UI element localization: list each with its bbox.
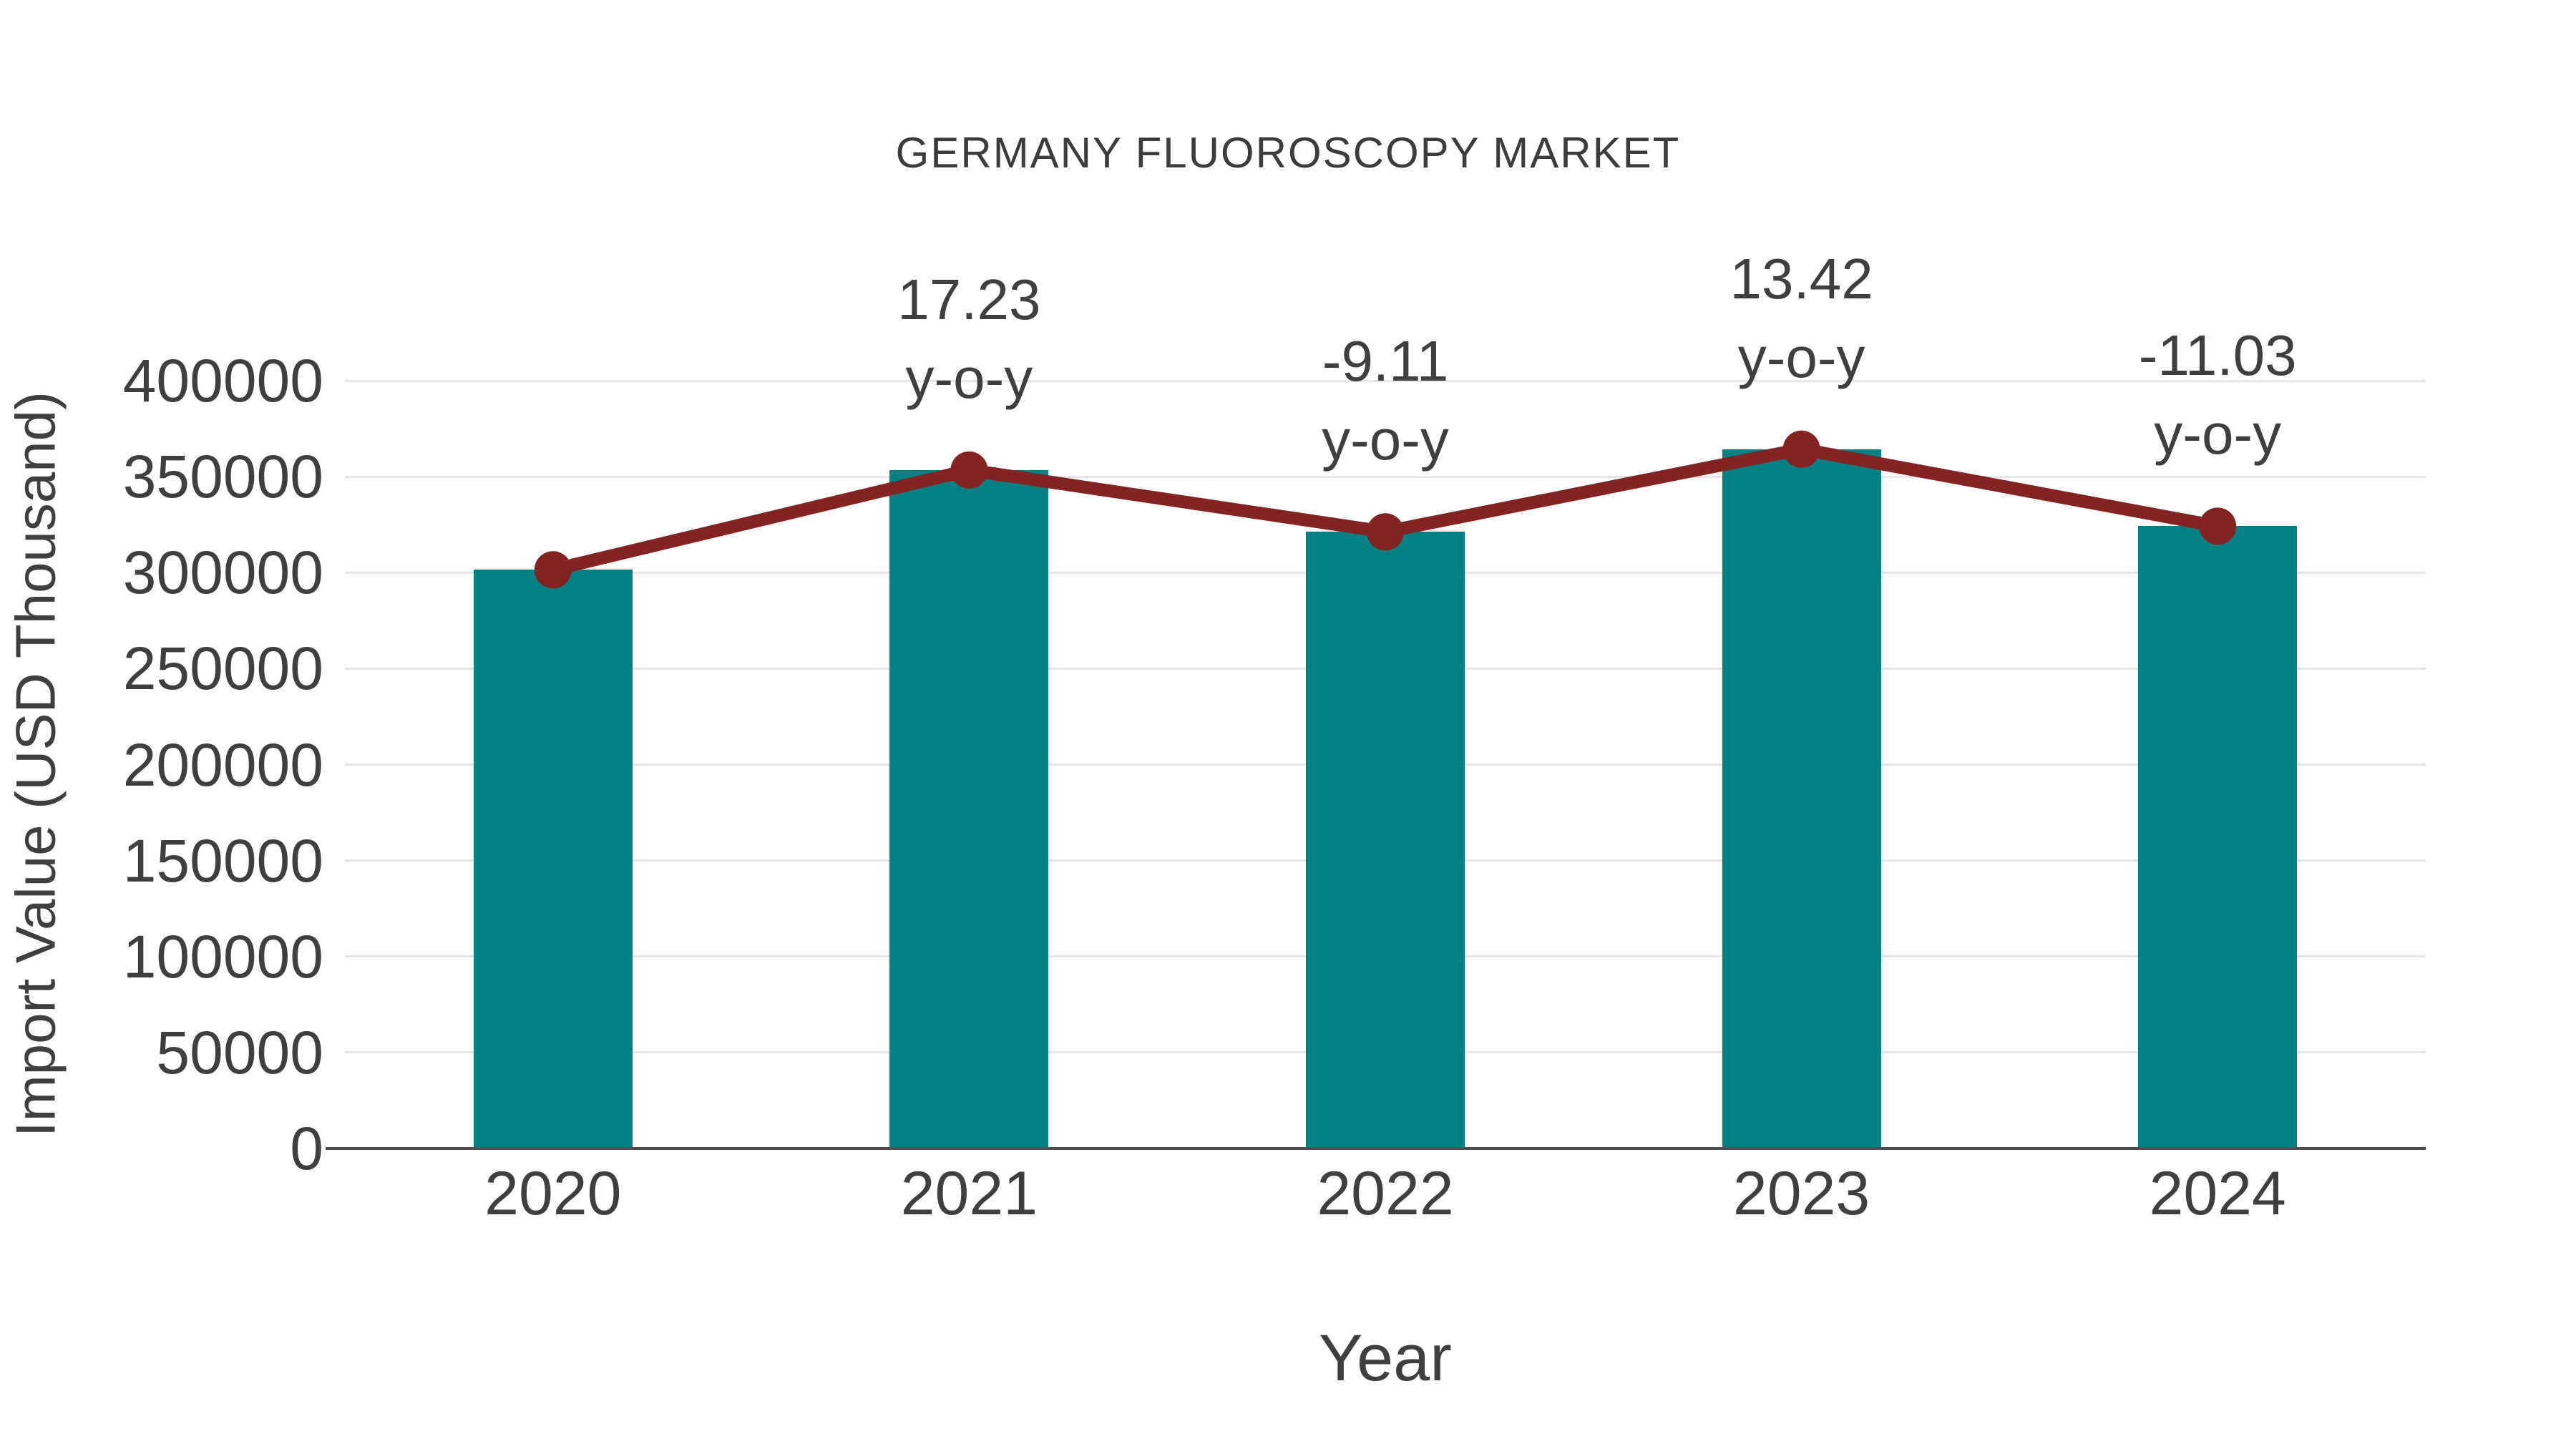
- annotation-2023-value: 13.42: [1729, 246, 1873, 311]
- y-tick-label-0: 0: [290, 1115, 323, 1182]
- annotation-2022-value: -9.11: [1322, 329, 1449, 394]
- gridline-350000: [345, 475, 2426, 478]
- marker-2023: [1782, 430, 1820, 468]
- y-tick-label-50000: 50000: [156, 1018, 323, 1086]
- y-tick-label-100000: 100000: [122, 922, 323, 990]
- marker-2024: [2199, 507, 2237, 545]
- bar-2020: [473, 570, 633, 1148]
- y-axis-title: Import Value (USD Thousand): [4, 391, 67, 1137]
- annotation-2022-suffix: y-o-y: [1322, 408, 1449, 472]
- y-tick-label-200000: 200000: [122, 731, 323, 799]
- annotation-2021-suffix: y-o-y: [905, 346, 1033, 410]
- gridline-400000: [345, 379, 2426, 382]
- marker-2020: [534, 551, 572, 589]
- annotation-2024-suffix: y-o-y: [2154, 402, 2282, 467]
- y-tick-label-350000: 350000: [122, 443, 323, 511]
- chart-title: GERMANY FLUOROSCOPY MARKET: [895, 129, 1681, 177]
- annotation-2022: -9.11 y-o-y: [1163, 322, 1607, 479]
- bar-2024: [2138, 526, 2298, 1148]
- marker-2022: [1367, 513, 1404, 551]
- annotation-2024: -11.03 y-o-y: [1996, 316, 2439, 474]
- y-tick-label-250000: 250000: [122, 635, 323, 703]
- bar-2023: [1722, 449, 1881, 1148]
- x-tick-label-2023: 2023: [1732, 1159, 1870, 1228]
- x-tick-label-2020: 2020: [484, 1159, 622, 1228]
- x-tick-label-2021: 2021: [900, 1159, 1038, 1228]
- bar-2022: [1306, 532, 1465, 1148]
- y-tick-label-300000: 300000: [122, 539, 323, 607]
- y-tick-label-400000: 400000: [122, 347, 323, 414]
- x-axis-title: Year: [1319, 1322, 1452, 1395]
- marker-2021: [950, 451, 988, 489]
- x-tick-label-2022: 2022: [1317, 1159, 1454, 1228]
- annotation-2024-value: -11.03: [2138, 323, 2297, 388]
- bar-2021: [889, 469, 1049, 1148]
- x-axis-line: [326, 1147, 2426, 1150]
- annotation-2021: 17.23 y-o-y: [747, 260, 1191, 418]
- x-tick-label-2024: 2024: [2149, 1159, 2286, 1228]
- annotation-2021-value: 17.23: [897, 267, 1041, 331]
- annotation-2023-suffix: y-o-y: [1737, 325, 1865, 389]
- y-tick-label-150000: 150000: [122, 826, 323, 894]
- annotation-2023: 13.42 y-o-y: [1580, 240, 2024, 397]
